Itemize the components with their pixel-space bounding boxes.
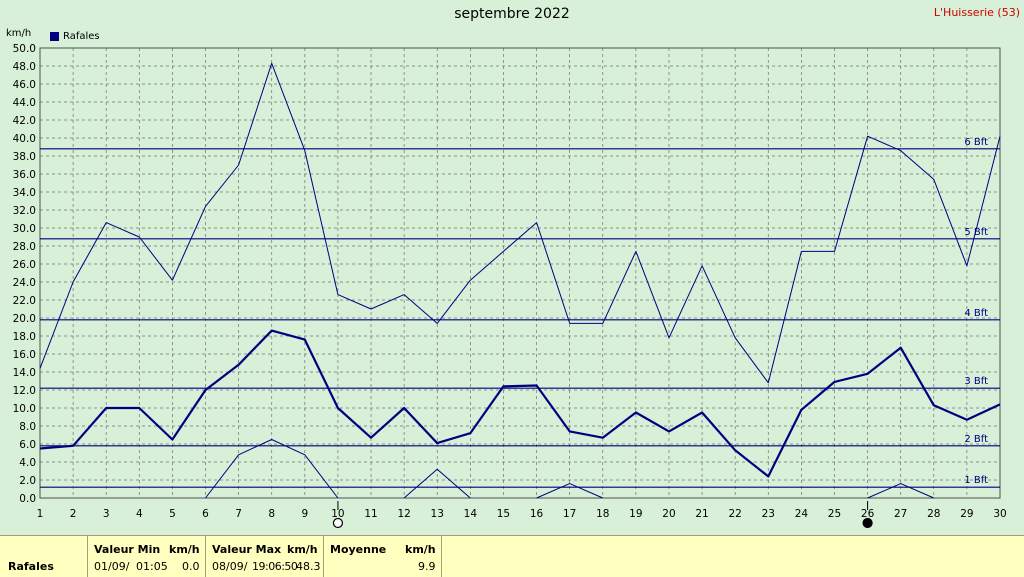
x-tick-label: 8 (268, 508, 275, 520)
x-tick-label: 3 (103, 508, 110, 520)
x-tick-label: 1 (37, 508, 44, 520)
x-tick-label: 9 (301, 508, 308, 520)
beaufort-label: 2 Bft (964, 434, 988, 445)
x-tick-label: 27 (894, 508, 907, 520)
y-tick-label: 20.0 (13, 313, 36, 325)
y-tick-label: 40.0 (13, 133, 36, 145)
x-tick-label: 23 (762, 508, 775, 520)
x-tick-label: 2 (70, 508, 77, 520)
y-tick-label: 46.0 (13, 79, 36, 91)
y-tick-label: 48.0 (13, 61, 36, 73)
beaufort-label: 5 Bft (964, 227, 988, 238)
y-tick-label: 26.0 (13, 259, 36, 271)
x-tick-label: 6 (202, 508, 209, 520)
legend: Rafales (50, 31, 100, 42)
legend-swatch (50, 32, 59, 41)
series-min-line (403, 468, 471, 499)
y-tick-label: 4.0 (19, 457, 36, 469)
mean-unit: km/h (405, 543, 436, 556)
x-tick-label: 4 (136, 508, 143, 520)
stats-min-cell: Valeur Min km/h 01/09/ 01:05 0.0 (88, 536, 206, 577)
x-tick-label: 13 (431, 508, 444, 520)
new-moon-icon (862, 517, 873, 529)
wind-gust-chart: 0.0 2.0 4.0 6.0 8.0 10.0 12.0 14.0 16.0 18.0 20.0 2… (13, 43, 1007, 529)
x-tick-label: 24 (795, 508, 809, 520)
beaufort-label: 1 Bft (964, 475, 988, 486)
y-tick-label: 10.0 (13, 403, 36, 415)
legend-label: Rafales (63, 31, 100, 42)
y-tick-label: 24.0 (13, 277, 36, 289)
y-tick-label: 34.0 (13, 187, 36, 199)
min-date: 01/09/ (94, 560, 130, 573)
series-min-line (867, 483, 934, 499)
min-value: 0.0 (182, 560, 200, 573)
beaufort-label: 3 Bft (964, 376, 988, 387)
y-axis-unit: km/h (6, 28, 32, 39)
x-tick-label: 5 (169, 508, 176, 520)
beaufort-label: 4 Bft (964, 308, 988, 319)
y-tick-label: 42.0 (13, 115, 36, 127)
x-tick-label: 7 (235, 508, 242, 520)
stats-max-cell: Valeur Max km/h 08/09/ 19:06:50 48.3 (206, 536, 324, 577)
y-tick-label: 30.0 (13, 223, 36, 235)
series-min-line (536, 483, 603, 499)
x-tick-label: 28 (927, 508, 940, 520)
x-tick-label: 10 (331, 508, 344, 520)
x-tick-label: 29 (960, 508, 973, 520)
station-name: L'Huisserie (53) (933, 6, 1020, 19)
mean-header: Moyenne (330, 543, 387, 556)
max-unit: km/h (287, 543, 318, 556)
y-tick-label: 0.0 (19, 493, 36, 505)
max-value: 48.3 (296, 560, 321, 573)
x-tick-label: 30 (993, 508, 1006, 520)
plot-frame (39, 47, 1001, 499)
y-tick-label: 16.0 (13, 349, 36, 361)
y-tick-label: 32.0 (13, 205, 36, 217)
y-tick-label: 8.0 (19, 421, 36, 433)
beaufort-label: 6 Bft (964, 137, 988, 148)
min-header: Valeur Min (94, 543, 161, 556)
max-header: Valeur Max (212, 543, 282, 556)
y-tick-label: 2.0 (19, 475, 36, 487)
x-tick-label: 20 (662, 508, 675, 520)
y-tick-label: 12.0 (13, 385, 36, 397)
x-tick-label: 21 (695, 508, 708, 520)
min-time: 01:05 (136, 560, 168, 573)
series-mean-line (39, 329, 1001, 478)
max-date: 08/09/ (212, 560, 248, 573)
x-tick-label: 11 (364, 508, 377, 520)
stats-row-label: Rafales (8, 560, 54, 573)
y-tick-label: 22.0 (13, 295, 36, 307)
x-tick-label: 17 (563, 508, 576, 520)
stats-panel: Rafales Valeur Min km/h 01/09/ 01:05 0.0… (0, 535, 1024, 577)
x-tick-label: 22 (728, 508, 741, 520)
stats-mean-cell: Moyenne km/h 9.9 (324, 536, 442, 577)
x-tick-label: 14 (464, 508, 478, 520)
chart-title: septembre 2022 (454, 6, 570, 22)
x-tick-label: 25 (828, 508, 841, 520)
y-tick-label: 44.0 (13, 97, 36, 109)
mean-value: 9.9 (418, 560, 436, 573)
full-moon-icon (332, 517, 344, 529)
x-tick-label: 26 (861, 508, 875, 520)
stats-row-label-cell: Rafales (0, 536, 88, 577)
min-unit: km/h (169, 543, 200, 556)
x-tick-label: 12 (397, 508, 410, 520)
max-time: 19:06:50 (252, 560, 298, 573)
y-tick-label: 14.0 (13, 367, 36, 379)
y-tick-label: 18.0 (13, 331, 36, 343)
x-tick-label: 15 (497, 508, 510, 520)
y-tick-label: 36.0 (13, 169, 36, 181)
x-tick-label: 19 (629, 508, 642, 520)
x-tick-label: 16 (530, 508, 544, 520)
y-tick-label: 6.0 (19, 439, 36, 451)
series-max-line (39, 62, 1001, 384)
y-tick-label: 50.0 (13, 43, 36, 55)
x-tick-label: 18 (596, 508, 609, 520)
y-tick-label: 38.0 (13, 151, 36, 163)
y-tick-label: 28.0 (13, 241, 36, 253)
series-min-line (205, 439, 339, 499)
